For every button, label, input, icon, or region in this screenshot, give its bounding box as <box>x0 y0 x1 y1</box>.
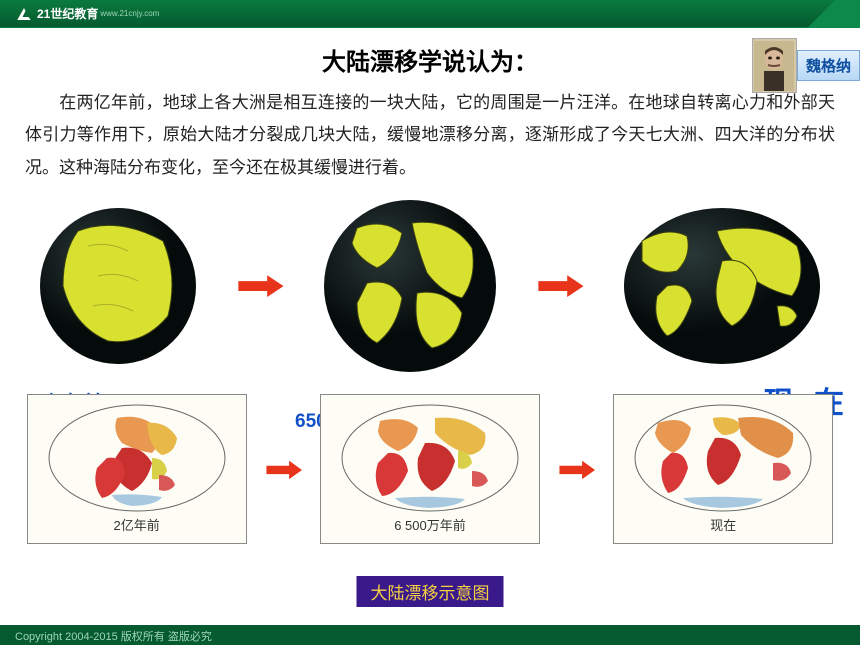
footer-copyright: Copyright 2004-2015 版权所有 盗版必究 <box>0 625 860 645</box>
brand-sub: www.21cnjy.com <box>100 9 159 18</box>
wegener-name-label: 魏格纳 <box>797 50 860 81</box>
arrow-icon: ➡ <box>536 263 584 308</box>
map-stage3: 现在 <box>613 394 833 544</box>
body-paragraph: 在两亿年前，地球上各大洲是相互连接的一块大陆，它的周围是一片汪洋。在地球自转离心… <box>0 87 860 184</box>
map-stage1: 2亿年前 <box>27 394 247 544</box>
map-caption-1: 2亿年前 <box>114 515 160 534</box>
globe-stage3 <box>622 206 822 366</box>
header-decoration <box>800 0 860 28</box>
wegener-portrait-box: 魏格纳 <box>752 38 860 93</box>
slide-content: 魏格纳 大陆漂移学说认为： 在两亿年前，地球上各大洲是相互连接的一块大陆，它的周… <box>0 28 860 625</box>
header-bar: 21世纪教育 www.21cnjy.com <box>0 0 860 28</box>
diagram-caption: 大陆漂移示意图 <box>357 576 504 607</box>
arrow-icon: ➡ <box>236 263 284 308</box>
map-caption-2: 6 500万年前 <box>394 515 466 534</box>
slide-title: 大陆漂移学说认为： <box>0 28 860 87</box>
globes-row: ➡ ➡ <box>0 184 860 374</box>
logo-icon <box>15 5 33 23</box>
paragraph-text: 在两亿年前，地球上各大洲是相互连接的一块大陆，它的周围是一片汪洋。在地球自转离心… <box>25 93 835 177</box>
brand-main: 21世纪教育 <box>37 5 98 22</box>
map-caption-3: 现在 <box>710 515 736 534</box>
arrow-icon: ➡ <box>265 450 303 488</box>
globe-stage2 <box>322 198 498 374</box>
map-stage2: 6 500万年前 <box>320 394 540 544</box>
arrow-icon: ➡ <box>558 450 596 488</box>
globe-stage1 <box>38 206 198 366</box>
wegener-portrait <box>752 38 797 93</box>
maps-row: 2亿年前 ➡ 6 500万年前 ➡ <box>0 374 860 544</box>
